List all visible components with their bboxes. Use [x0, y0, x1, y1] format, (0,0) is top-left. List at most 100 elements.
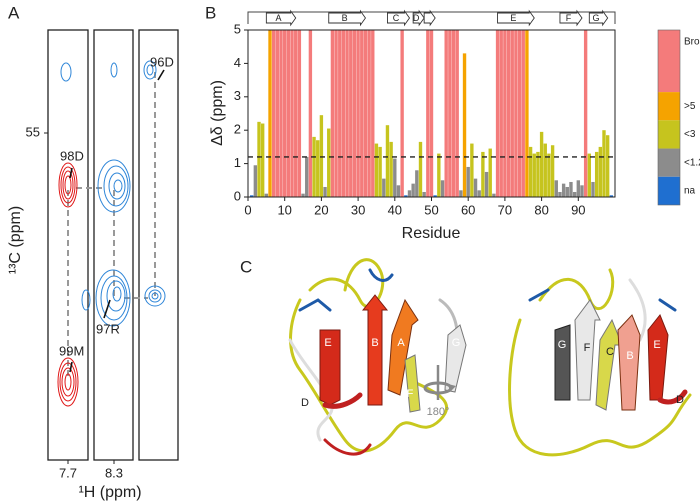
- x-axis-label: ¹H (ppm): [78, 484, 141, 501]
- bar: [587, 153, 591, 197]
- bar: [385, 125, 390, 197]
- bar: [352, 30, 357, 197]
- bar: [609, 195, 614, 197]
- strand-arrow: [328, 9, 366, 27]
- structure-left: [288, 258, 467, 456]
- bar: [466, 166, 470, 197]
- legend-label: Broad: [684, 37, 700, 48]
- bar: [444, 30, 448, 197]
- bar: [605, 135, 610, 197]
- legend-label: <1.2: [684, 157, 700, 168]
- bar: [517, 30, 522, 197]
- bar: [569, 181, 573, 197]
- bar: [396, 185, 401, 197]
- strand-label: D: [676, 394, 684, 406]
- bar: [308, 30, 313, 197]
- bar: [426, 30, 430, 197]
- bar: [532, 153, 536, 197]
- bar: [415, 170, 419, 197]
- strand-label: D: [413, 13, 420, 23]
- bar: [470, 143, 474, 197]
- bar: [503, 30, 507, 197]
- bar: [488, 148, 492, 197]
- legend-swatch: [658, 92, 680, 121]
- strand-arrow: [265, 9, 297, 27]
- bar: [572, 191, 577, 197]
- bar: [389, 141, 393, 197]
- bar: [462, 53, 467, 197]
- bar: [371, 30, 375, 197]
- peak-label: 97R: [96, 321, 120, 336]
- bar: [429, 30, 434, 197]
- peak-pointer: [69, 69, 165, 373]
- legend-swatch: [658, 148, 680, 177]
- bar: [565, 186, 569, 197]
- bar: [367, 30, 371, 197]
- bar: [514, 30, 518, 197]
- bar: [319, 115, 324, 197]
- bar: [275, 30, 280, 197]
- bar: [404, 195, 408, 197]
- strand-label: F: [566, 13, 572, 23]
- bar: [554, 180, 558, 197]
- strand-label: D: [301, 397, 309, 409]
- bar: [440, 180, 445, 197]
- structure-right: [508, 268, 692, 457]
- bar: [297, 30, 302, 197]
- strand-label: C: [393, 13, 400, 23]
- bar: [334, 30, 338, 197]
- bar: [521, 30, 525, 197]
- x-tick-label: 70: [498, 202, 512, 217]
- bar: [583, 30, 588, 197]
- strip-frame: [138, 29, 179, 461]
- x-tick-label: 40: [388, 202, 402, 217]
- bar: [477, 190, 481, 197]
- x-tick-label: 0: [244, 202, 251, 217]
- bar: [591, 181, 595, 197]
- bar: [305, 156, 309, 197]
- bar: [338, 30, 342, 197]
- x-tick-label: 8.3: [105, 465, 123, 480]
- bar: [525, 30, 529, 197]
- strand-label: F: [407, 388, 414, 400]
- bar: [301, 193, 305, 197]
- bar: [411, 183, 415, 197]
- peak-label: 99M: [59, 343, 84, 358]
- strand-arrow: [588, 9, 609, 27]
- strand-label: E: [653, 339, 660, 351]
- bar: [598, 146, 603, 197]
- strand-arrow: [412, 9, 425, 27]
- bar-chart: 0123450102030405060708090ABCDEFGBroad>5<…: [234, 9, 700, 217]
- y-tick-label: 55: [26, 124, 40, 139]
- bar: [253, 165, 258, 197]
- x-axis-label: Residue: [402, 225, 461, 242]
- bar: [374, 143, 379, 197]
- bar: [528, 146, 533, 197]
- bar: [437, 153, 441, 197]
- bar: [506, 30, 511, 197]
- bar: [536, 151, 540, 197]
- x-tick-label: 10: [277, 202, 291, 217]
- panel-letter: C: [240, 257, 252, 276]
- strand-label: E: [324, 337, 331, 349]
- y-axis-label: ¹³C (ppm): [7, 206, 24, 274]
- strand-label: C: [606, 346, 614, 358]
- panel-letter: B: [205, 3, 216, 22]
- bar: [393, 158, 397, 197]
- bar: [539, 131, 544, 197]
- bar: [268, 30, 272, 197]
- bar: [481, 151, 485, 197]
- bar: [360, 30, 364, 197]
- x-tick-label: 30: [351, 202, 365, 217]
- bar: [290, 30, 294, 197]
- bar: [451, 30, 456, 197]
- x-tick-label: 7.7: [59, 465, 77, 480]
- legend-frame: [657, 29, 681, 206]
- bar: [400, 30, 404, 197]
- strand-arrow: [387, 9, 411, 27]
- bar: [510, 30, 514, 197]
- x-tick-label: 80: [534, 202, 548, 217]
- y-tick-label: 3: [234, 88, 241, 103]
- bar: [558, 191, 562, 197]
